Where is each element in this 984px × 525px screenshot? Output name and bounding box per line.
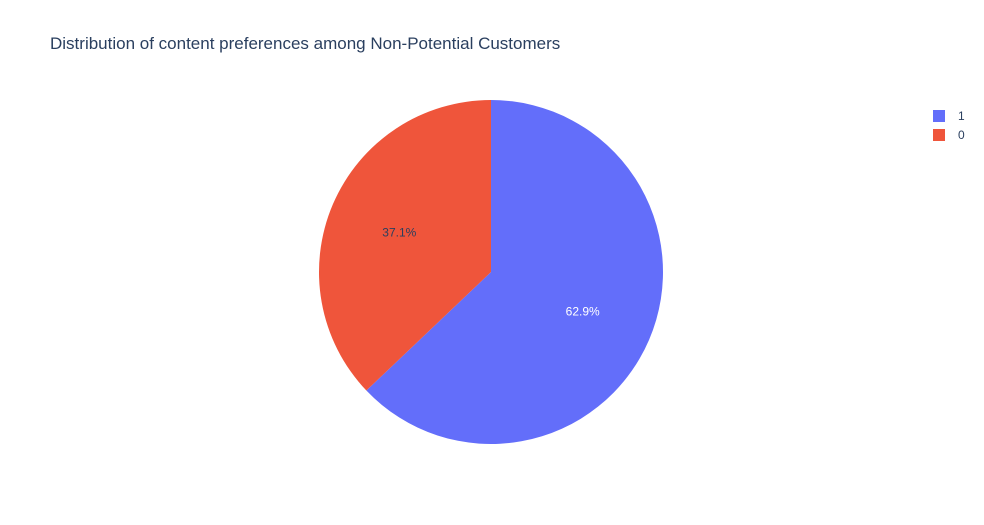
legend: 1 0 — [930, 106, 965, 144]
legend-swatch-1 — [933, 109, 945, 122]
legend-label-1: 1 — [958, 108, 965, 123]
chart-title: Distribution of content preferences amon… — [50, 34, 561, 53]
slice-label-1: 62.9% — [566, 304, 600, 318]
pie-slice-0[interactable] — [318, 100, 491, 391]
legend-swatch-0 — [933, 128, 945, 141]
legend-item-0[interactable]: 0 — [930, 125, 965, 144]
legend-item-1[interactable]: 1 — [930, 106, 965, 125]
legend-label-0: 0 — [958, 127, 965, 142]
pie-slice-1[interactable] — [366, 100, 663, 445]
slice-label-0: 37.1% — [382, 226, 416, 240]
